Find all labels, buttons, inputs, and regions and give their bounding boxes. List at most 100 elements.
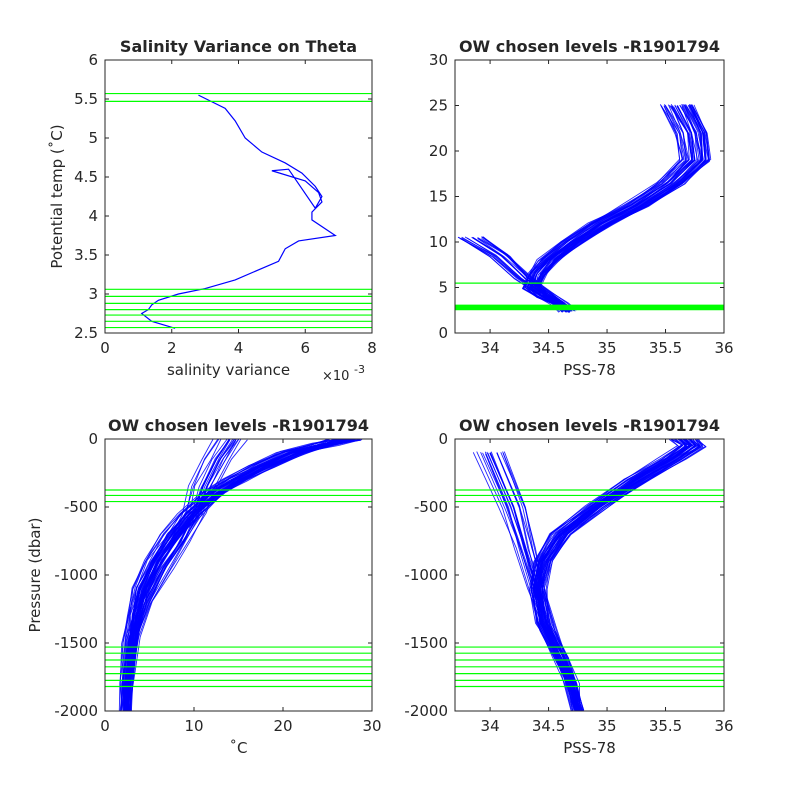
profile-cloud-line [522, 104, 684, 313]
chart-title: OW chosen levels -R1901794 [108, 416, 369, 435]
profile-cloud-line [534, 104, 698, 312]
y-tick-label: 15 [429, 188, 448, 206]
x-tick-label: 30 [362, 717, 381, 735]
profile-cloud-line [119, 439, 331, 711]
x-tick-label: 2 [167, 339, 177, 357]
x-tick-label: 0 [100, 339, 110, 357]
series-line [489, 452, 579, 711]
x-tick-label: 10 [184, 717, 203, 735]
y-tick-label: 5 [438, 279, 448, 297]
profile-cloud-line [528, 104, 693, 313]
profile-cloud-line [529, 105, 694, 313]
y-tick-label: -1500 [404, 634, 448, 652]
y-tick-label: 6 [88, 51, 98, 69]
y-tick-label: 5 [88, 129, 98, 147]
y-tick-label: 4 [88, 207, 98, 225]
series-line [140, 94, 337, 329]
profile-cloud-line [472, 452, 572, 711]
x-tick-label: 35.5 [649, 339, 682, 357]
profile-cloud-line [526, 105, 693, 312]
profile-cloud-line [529, 106, 694, 312]
profile-cloud-line [533, 439, 689, 711]
chart-title: Salinity Variance on Theta [120, 37, 357, 56]
profile-cloud-line [530, 439, 688, 711]
x-tick-label: 0 [100, 717, 110, 735]
profile-cloud-line [524, 106, 687, 312]
y-tick-label: 25 [429, 97, 448, 115]
x-tick-label: 36 [714, 339, 733, 357]
profile-cloud-line [523, 104, 685, 313]
profile-cloud-line [535, 439, 691, 711]
profile-cloud-line [522, 106, 681, 313]
profile-cloud-line [532, 439, 684, 711]
y-tick-label: -1000 [54, 566, 98, 584]
x-tick-label: 6 [300, 339, 310, 357]
y-tick-label: -2000 [404, 702, 448, 720]
y-tick-label: 2.5 [74, 324, 98, 342]
profile-cloud-line [535, 439, 694, 711]
profile-cloud-line [534, 439, 688, 711]
y-tick-label: 10 [429, 233, 448, 251]
profile-cloud-line [503, 451, 583, 711]
plot-area [105, 92, 372, 329]
profile-cloud-line [533, 439, 690, 711]
profile-cloud-line [526, 105, 693, 312]
x-tick-label: 8 [367, 339, 377, 357]
y-axis-label: Potential temp (˚C) [48, 124, 66, 268]
x-tick-label: 35 [597, 339, 616, 357]
series-line [124, 439, 346, 711]
profile-cloud-line [530, 439, 679, 711]
x-tick-label: 34.5 [532, 717, 565, 735]
profile-cloud-line [536, 439, 692, 711]
profile-cloud-line [122, 439, 219, 711]
y-tick-label: 20 [429, 142, 448, 160]
profile-cloud-line [532, 439, 686, 711]
plot-area [105, 439, 372, 711]
profile-cloud-line [521, 105, 683, 311]
y-tick-label: -1000 [404, 566, 448, 584]
x-tick-label: 34 [481, 339, 500, 357]
profile-cloud-line [124, 439, 228, 711]
profile-cloud-line [526, 105, 690, 313]
x-axis-exponent-power: -3 [354, 363, 365, 376]
x-tick-label: 34.5 [532, 339, 565, 357]
y-axis-label: Pressure (dbar) [26, 518, 44, 633]
profile-cloud-line [531, 439, 680, 711]
profile-cloud-line [532, 105, 694, 312]
profile-cloud-line [545, 439, 704, 711]
profile-cloud-line [121, 439, 337, 711]
y-tick-label: 4.5 [74, 168, 98, 186]
x-tick-label: 35 [597, 717, 616, 735]
x-tick-label: 20 [273, 717, 292, 735]
y-tick-label: 30 [429, 51, 448, 69]
profile-cloud-line [533, 439, 688, 711]
chart-title: OW chosen levels -R1901794 [459, 37, 720, 56]
y-tick-label: 0 [438, 430, 448, 448]
x-axis-label: ˚C [230, 739, 248, 757]
y-tick-label: -500 [64, 498, 98, 516]
y-tick-label: 0 [438, 324, 448, 342]
y-tick-label: -1500 [54, 634, 98, 652]
x-tick-label: 36 [714, 717, 733, 735]
y-tick-label: 0 [88, 430, 98, 448]
profile-cloud-line [500, 452, 584, 711]
profile-cloud-line [529, 439, 683, 711]
y-tick-label: 3 [88, 285, 98, 303]
axes-frame [454, 59, 725, 334]
profile-cloud-line [524, 104, 687, 311]
profile-cloud-line [532, 439, 684, 710]
profile-cloud-line [534, 439, 688, 711]
y-tick-label: 3.5 [74, 246, 98, 264]
y-tick-label: 5.5 [74, 90, 98, 108]
panel-1: 0 2 4 6 8 2.5 3 3.5 4 4.5 5 5.5 6 Salinity Variance o… [48, 37, 377, 384]
profile-cloud-line [527, 106, 690, 312]
profile-cloud-line [476, 451, 574, 711]
profile-cloud-line [526, 104, 688, 312]
x-axis-label: PSS-78 [563, 361, 616, 379]
plot-area [455, 439, 724, 711]
panel-4: 34 34.5 35 35.5 36 -2000 -1500 -1000 -500 0 OW cho… [404, 416, 733, 757]
x-tick-label: 35.5 [649, 717, 682, 735]
profile-cloud-line [129, 439, 242, 711]
x-tick-label: 4 [234, 339, 244, 357]
